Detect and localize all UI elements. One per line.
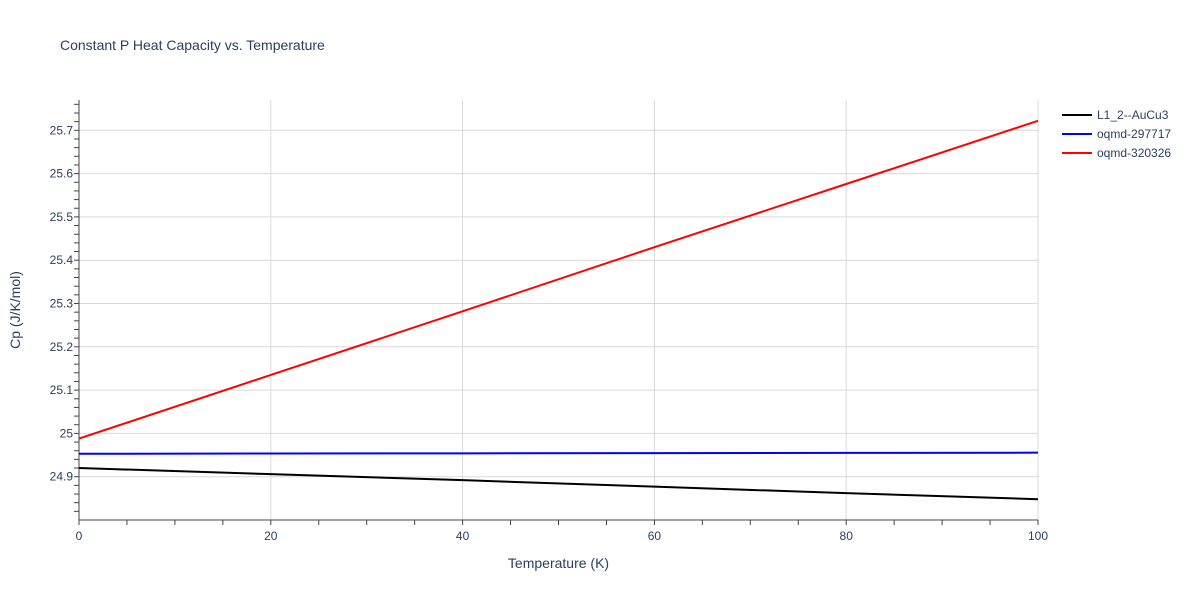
legend-label: oqmd-320326 [1097, 146, 1171, 160]
x-tick-label: 60 [648, 529, 662, 543]
legend-label: oqmd-297717 [1097, 127, 1171, 141]
y-tick-label: 25.6 [50, 167, 74, 181]
y-tick-label: 25.5 [50, 210, 74, 224]
series-line [78, 451, 1039, 455]
legend[interactable]: L1_2--AuCu3 oqmd-297717 oqmd-320326 [1062, 108, 1171, 160]
x-tick-label: 100 [1028, 529, 1048, 543]
y-axis-title: Cp (J/K/mol) [7, 271, 23, 349]
series-layer [78, 119, 1039, 501]
x-tick-label: 20 [264, 529, 278, 543]
x-tick-label: 80 [840, 529, 854, 543]
axes: 0 20 40 60 80 100 24.9 25 25.1 25.2 25.3 25.4 25.5 25… [50, 100, 1048, 543]
legend-item[interactable]: L1_2--AuCu3 [1062, 108, 1169, 122]
x-axis-title: Temperature (K) [508, 555, 609, 571]
y-tick-label: 25.4 [50, 253, 74, 267]
legend-item[interactable]: oqmd-297717 [1062, 127, 1171, 141]
legend-item[interactable]: oqmd-320326 [1062, 146, 1171, 160]
chart-title: Constant P Heat Capacity vs. Temperature [60, 37, 325, 53]
y-tick-label: 24.9 [50, 470, 74, 484]
y-tick-label: 25.7 [50, 123, 74, 137]
y-tick-label: 25.3 [50, 297, 74, 311]
series-line [78, 467, 1039, 501]
y-tick-label: 25 [60, 426, 74, 440]
legend-label: L1_2--AuCu3 [1097, 108, 1169, 122]
grid [79, 100, 1039, 520]
x-tick-label: 0 [76, 529, 83, 543]
x-tick-label: 40 [456, 529, 470, 543]
y-tick-label: 25.1 [50, 383, 74, 397]
y-tick-label: 25.2 [50, 340, 74, 354]
series-line [78, 119, 1039, 440]
